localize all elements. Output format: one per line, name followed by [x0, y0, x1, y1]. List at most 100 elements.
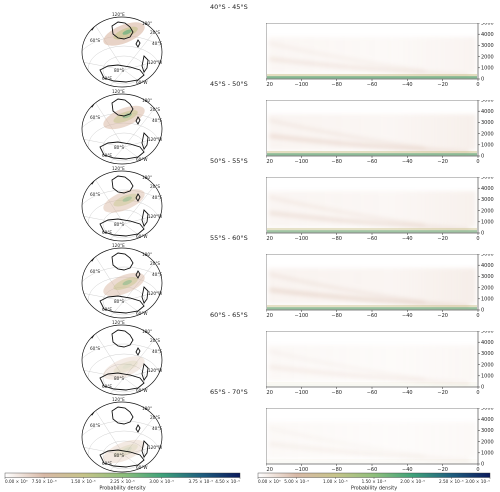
map-label: 20°S [150, 261, 160, 266]
y-tick-label: 5000 [481, 100, 494, 104]
x-tick-label: −100 [294, 467, 308, 473]
map-label: 20°S [150, 107, 160, 112]
time-altitude-panel: −120 −100 −80 −60 −40 −20 00 1000 2000 3000 4000 50… [266, 331, 494, 396]
map-label: 120°W [148, 137, 162, 142]
colorbar-tick-label: 2.00 × 10⁻⁵ [400, 479, 425, 484]
y-tick-label: 1000 [481, 451, 494, 457]
colorbar-tick-label: 2.50 × 10⁻⁵ [439, 479, 464, 484]
colorbar-tick-label: 3.00 × 10⁻⁵ [149, 479, 174, 484]
x-tick-label: −60 [367, 390, 378, 396]
y-tick-label: 5000 [481, 408, 494, 412]
x-tick-label: 0 [476, 313, 479, 319]
time-altitude-panel: −120 −100 −80 −60 −40 −20 00 1000 2000 3000 4000 50… [266, 177, 494, 242]
x-tick-label: −120 [266, 82, 273, 88]
x-tick-label: −60 [367, 467, 378, 473]
y-tick-label: 3000 [481, 197, 494, 203]
y-tick-label: 4000 [481, 109, 494, 115]
x-tick-label: −80 [331, 467, 342, 473]
y-tick-label: 0 [481, 462, 484, 468]
map-label: 60°S [90, 115, 100, 120]
x-tick-label: −100 [294, 313, 308, 319]
map-label: 60°E [102, 230, 112, 235]
map-label: 180° [142, 21, 152, 26]
map-label: 180° [142, 98, 152, 103]
x-tick-label: −20 [437, 390, 448, 396]
colorbar-tick-label: 4.50 × 10⁻⁵ [215, 479, 240, 484]
y-tick-label: 2000 [481, 131, 494, 137]
map-label: 180° [142, 252, 152, 257]
map-label: 60°W [136, 465, 148, 470]
map-label: 20°S [150, 338, 160, 343]
x-tick-label: 0 [476, 82, 479, 88]
map-label: 60°E [102, 76, 112, 81]
x-tick-label: −80 [331, 82, 342, 88]
x-tick-label: −100 [294, 236, 308, 242]
x-tick-label: −60 [367, 236, 378, 242]
x-tick-label: −40 [402, 390, 413, 396]
map-label: 60°E [102, 153, 112, 158]
map-label: 60°S [90, 269, 100, 274]
x-tick-label: 0 [476, 159, 479, 165]
colorbar-tick-label: 1.00 × 10⁻⁵ [323, 479, 348, 484]
y-tick-label: 3000 [481, 120, 494, 126]
map-label: 120°W [148, 291, 162, 296]
y-tick-label: 4000 [481, 263, 494, 269]
y-tick-label: 1000 [481, 143, 494, 149]
map-label: 120°E [112, 12, 125, 17]
y-tick-label: 1000 [481, 66, 494, 72]
colorbar-label: Probability density [351, 486, 397, 492]
x-tick-label: −80 [331, 390, 342, 396]
map-label: 20°S [150, 415, 160, 420]
y-tick-label: 0 [481, 77, 484, 83]
map-label: 60°E [102, 384, 112, 389]
trajectory-map: 120°E 180° 20°S 40°S 60°S 60°E 60°W 80°S 120°W [81, 243, 162, 319]
time-altitude-panel: −120 −100 −80 −60 −40 −20 00 1000 2000 3000 4000 50… [266, 408, 494, 479]
y-tick-label: 2000 [481, 362, 494, 368]
x-tick-label: −40 [402, 159, 413, 165]
map-label: 180° [142, 175, 152, 180]
y-tick-label: 2000 [481, 285, 494, 291]
map-label: 180° [142, 329, 152, 334]
map-label: 60°S [90, 423, 100, 428]
x-tick-label: −40 [402, 82, 413, 88]
y-tick-label: 5000 [481, 23, 494, 27]
y-tick-label: 4000 [481, 32, 494, 38]
map-label: 60°W [136, 80, 148, 85]
row-title: 40°S - 45°S [210, 3, 248, 11]
x-tick-label: −100 [294, 390, 308, 396]
map-label: 40°S [152, 426, 162, 431]
colorbar-tick-label: 1.50 × 10⁻⁵ [71, 479, 96, 484]
y-tick-label: 3000 [481, 351, 494, 357]
time-altitude-panel: −120 −100 −80 −60 −40 −20 00 1000 2000 3000 4000 50… [266, 254, 494, 319]
colorbar-tick-label: 5.00 × 10⁻⁶ [284, 479, 309, 484]
row-title: 55°S - 60°S [210, 234, 248, 242]
x-tick-label: −120 [266, 236, 273, 242]
x-tick-label: −20 [437, 159, 448, 165]
map-label: 40°S [152, 272, 162, 277]
colorbar-tick-label: 7.50 × 10⁻⁶ [32, 479, 57, 484]
map-label: 120°E [112, 89, 125, 94]
map-label: 180° [142, 406, 152, 411]
y-tick-label: 0 [481, 308, 484, 314]
map-label: 40°S [152, 349, 162, 354]
x-tick-label: −100 [294, 82, 308, 88]
x-tick-label: −80 [331, 159, 342, 165]
colorbar-label: Probability density [99, 486, 145, 492]
x-tick-label: −120 [266, 313, 273, 319]
map-label: 80°S [114, 145, 124, 150]
trajectory-map: 120°E 180° 20°S 40°S 60°S 60°E 60°W 80°S 120°W [81, 397, 162, 473]
x-tick-label: −60 [367, 82, 378, 88]
map-label: 60°W [136, 311, 148, 316]
map-label: 60°W [136, 234, 148, 239]
x-tick-label: −40 [402, 236, 413, 242]
colorbar-tick-label: 0.00 × 10⁰ [5, 479, 28, 484]
map-label: 120°W [148, 445, 162, 450]
row-title: 60°S - 65°S [210, 311, 248, 319]
map-label: 60°S [90, 192, 100, 197]
x-tick-label: −20 [437, 236, 448, 242]
row-title: 50°S - 55°S [210, 157, 248, 165]
trajectory-map: 120°E 180° 20°S 40°S 60°S 60°E 60°W 80°S 120°W [81, 320, 162, 396]
y-tick-label: 1000 [481, 220, 494, 226]
colorbar-tick-label: 0.00 × 10⁰ [258, 479, 281, 484]
time-altitude-panel: −120 −100 −80 −60 −40 −20 00 1000 2000 3000 4000 50… [266, 100, 494, 165]
